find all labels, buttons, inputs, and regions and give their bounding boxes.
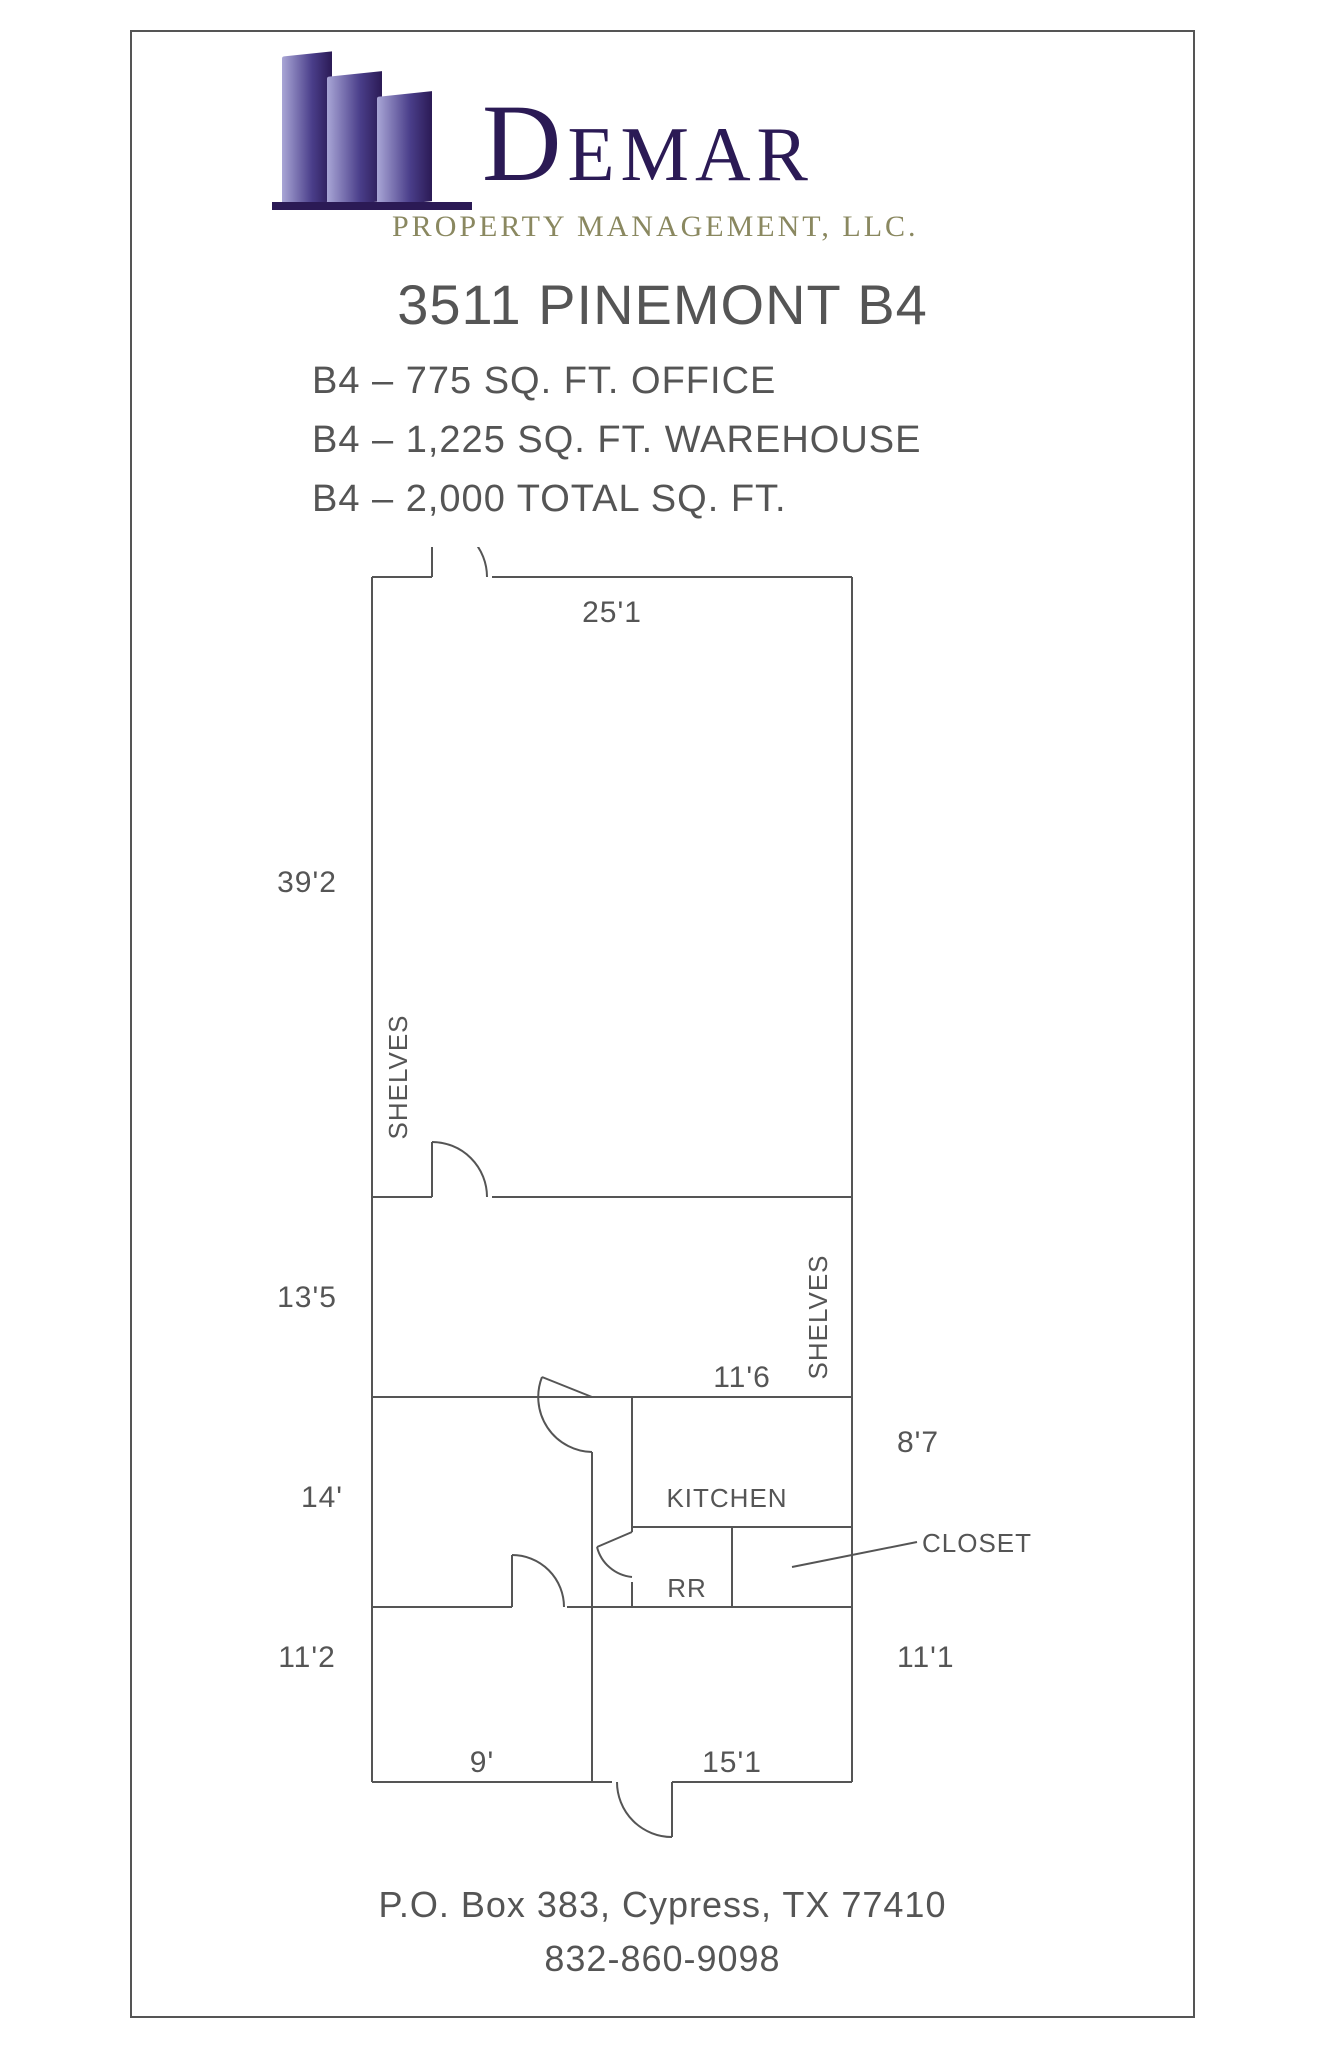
logo-building-icon (327, 71, 382, 207)
spec-line-office: B4 – 775 SQ. FT. OFFICE (312, 352, 921, 411)
logo-base (272, 202, 472, 210)
footer-contact: P.O. Box 383, Cypress, TX 77410 832-860-… (132, 1878, 1193, 1986)
dim-right-mid-width: 11'6 (713, 1361, 771, 1394)
label-shelves-left: SHELVES (383, 1014, 413, 1139)
label-rr: RR (667, 1573, 707, 1603)
door-swing (512, 1555, 564, 1607)
dim-mid2-left: 14' (301, 1481, 343, 1514)
door-swing (538, 1377, 592, 1452)
dim-top-width: 25'1 (582, 596, 642, 629)
spec-line-total: B4 – 2,000 TOTAL SQ. FT. (312, 470, 921, 529)
label-kitchen: KITCHEN (666, 1483, 787, 1513)
logo-building-icon (377, 91, 432, 207)
logo-company-subtitle: PROPERTY MANAGEMENT, LLC. (392, 210, 919, 244)
dim-kitchen-height: 8'7 (897, 1426, 939, 1459)
property-title: 3511 PINEMONT B4 (132, 272, 1193, 337)
footer-address: P.O. Box 383, Cypress, TX 77410 (132, 1878, 1193, 1932)
dim-right-bottom-height: 11'1 (897, 1641, 955, 1674)
door-leaf (597, 1532, 632, 1547)
floorplan-diagram: 25'1 39'2 13'5 14' 11'2 11'6 8'7 11'1 9'… (132, 547, 1197, 1882)
logo-building-icon (282, 51, 332, 206)
dim-bottom-left-width: 9' (470, 1746, 494, 1779)
door-swing (597, 1547, 632, 1577)
company-logo: Demar PROPERTY MANAGEMENT, LLC. (272, 62, 1072, 242)
logo-company-name: Demar (482, 80, 814, 207)
dim-bottom-left: 11'2 (278, 1641, 336, 1674)
property-specs: B4 – 775 SQ. FT. OFFICE B4 – 1,225 SQ. F… (312, 352, 921, 529)
label-closet: CLOSET (922, 1528, 1032, 1558)
document-sheet: Demar PROPERTY MANAGEMENT, LLC. 3511 PIN… (130, 30, 1195, 2018)
dim-mid-left: 13'5 (277, 1281, 337, 1314)
label-shelves-right: SHELVES (803, 1254, 833, 1379)
leader-line (792, 1542, 917, 1567)
spec-line-warehouse: B4 – 1,225 SQ. FT. WAREHOUSE (312, 411, 921, 470)
footer-phone: 832-860-9098 (132, 1932, 1193, 1986)
door-swing (432, 1142, 487, 1197)
door-swing (432, 547, 487, 577)
door-leaf (542, 1377, 592, 1397)
door-swing (617, 1782, 672, 1837)
dim-bottom-right-width: 15'1 (702, 1746, 762, 1779)
dim-warehouse-left: 39'2 (277, 866, 337, 899)
